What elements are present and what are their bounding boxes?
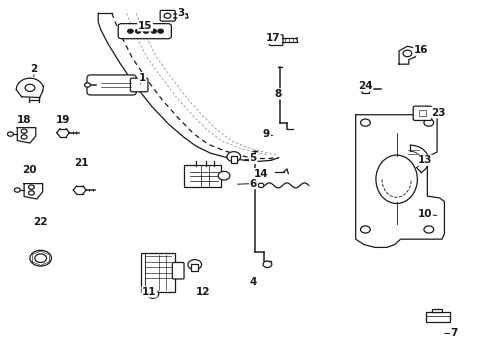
Circle shape [423,226,433,233]
Text: 13: 13 [417,155,431,165]
Bar [191,264,198,271]
FancyBboxPatch shape [160,10,175,21]
Circle shape [360,226,369,233]
FancyBboxPatch shape [118,24,171,39]
Text: 24: 24 [357,81,372,91]
Text: 9: 9 [263,129,269,139]
Text: 22: 22 [33,217,48,227]
Circle shape [7,132,13,136]
Bar [230,156,236,163]
Text: 12: 12 [195,287,210,297]
Circle shape [187,260,201,270]
FancyBboxPatch shape [130,78,148,92]
Text: 19: 19 [56,115,70,125]
Circle shape [226,152,240,162]
Circle shape [28,185,34,189]
FancyBboxPatch shape [87,75,136,95]
Text: 15: 15 [138,21,152,31]
Bar [426,312,449,321]
Circle shape [423,119,433,126]
Circle shape [163,13,170,18]
Circle shape [35,254,46,262]
Text: 21: 21 [74,158,88,168]
Circle shape [359,84,370,93]
Bar [418,110,425,116]
Bar [361,86,368,93]
Circle shape [21,129,27,134]
Text: 6: 6 [249,179,256,189]
Text: 5: 5 [249,153,256,163]
Text: 7: 7 [449,328,457,338]
Text: 8: 8 [273,89,281,99]
Circle shape [14,188,20,192]
Text: 1: 1 [138,73,145,83]
Circle shape [258,183,264,188]
Circle shape [127,29,133,33]
Circle shape [21,135,27,139]
Circle shape [30,250,51,266]
Circle shape [135,29,141,33]
FancyBboxPatch shape [172,262,183,279]
Text: 14: 14 [254,168,268,179]
FancyBboxPatch shape [183,165,221,187]
Circle shape [402,50,411,57]
Ellipse shape [375,155,416,203]
Circle shape [263,261,271,267]
Circle shape [218,171,229,180]
Text: 4: 4 [249,277,256,287]
Circle shape [28,191,34,195]
Circle shape [25,84,35,91]
Text: 17: 17 [265,33,280,43]
FancyBboxPatch shape [141,253,174,292]
Circle shape [84,83,90,87]
Text: 2: 2 [30,64,38,74]
Circle shape [158,29,163,33]
Text: 10: 10 [417,209,431,219]
Text: 20: 20 [21,165,36,175]
Circle shape [151,29,157,33]
Circle shape [272,38,279,42]
Text: 3: 3 [177,8,184,18]
FancyBboxPatch shape [412,106,431,121]
Circle shape [360,119,369,126]
FancyBboxPatch shape [269,35,283,45]
Text: 18: 18 [17,115,31,125]
Circle shape [143,29,149,33]
Circle shape [147,290,158,298]
Text: 11: 11 [142,287,156,297]
Text: 23: 23 [430,108,445,118]
Bar [431,309,441,312]
Text: 16: 16 [413,45,427,55]
